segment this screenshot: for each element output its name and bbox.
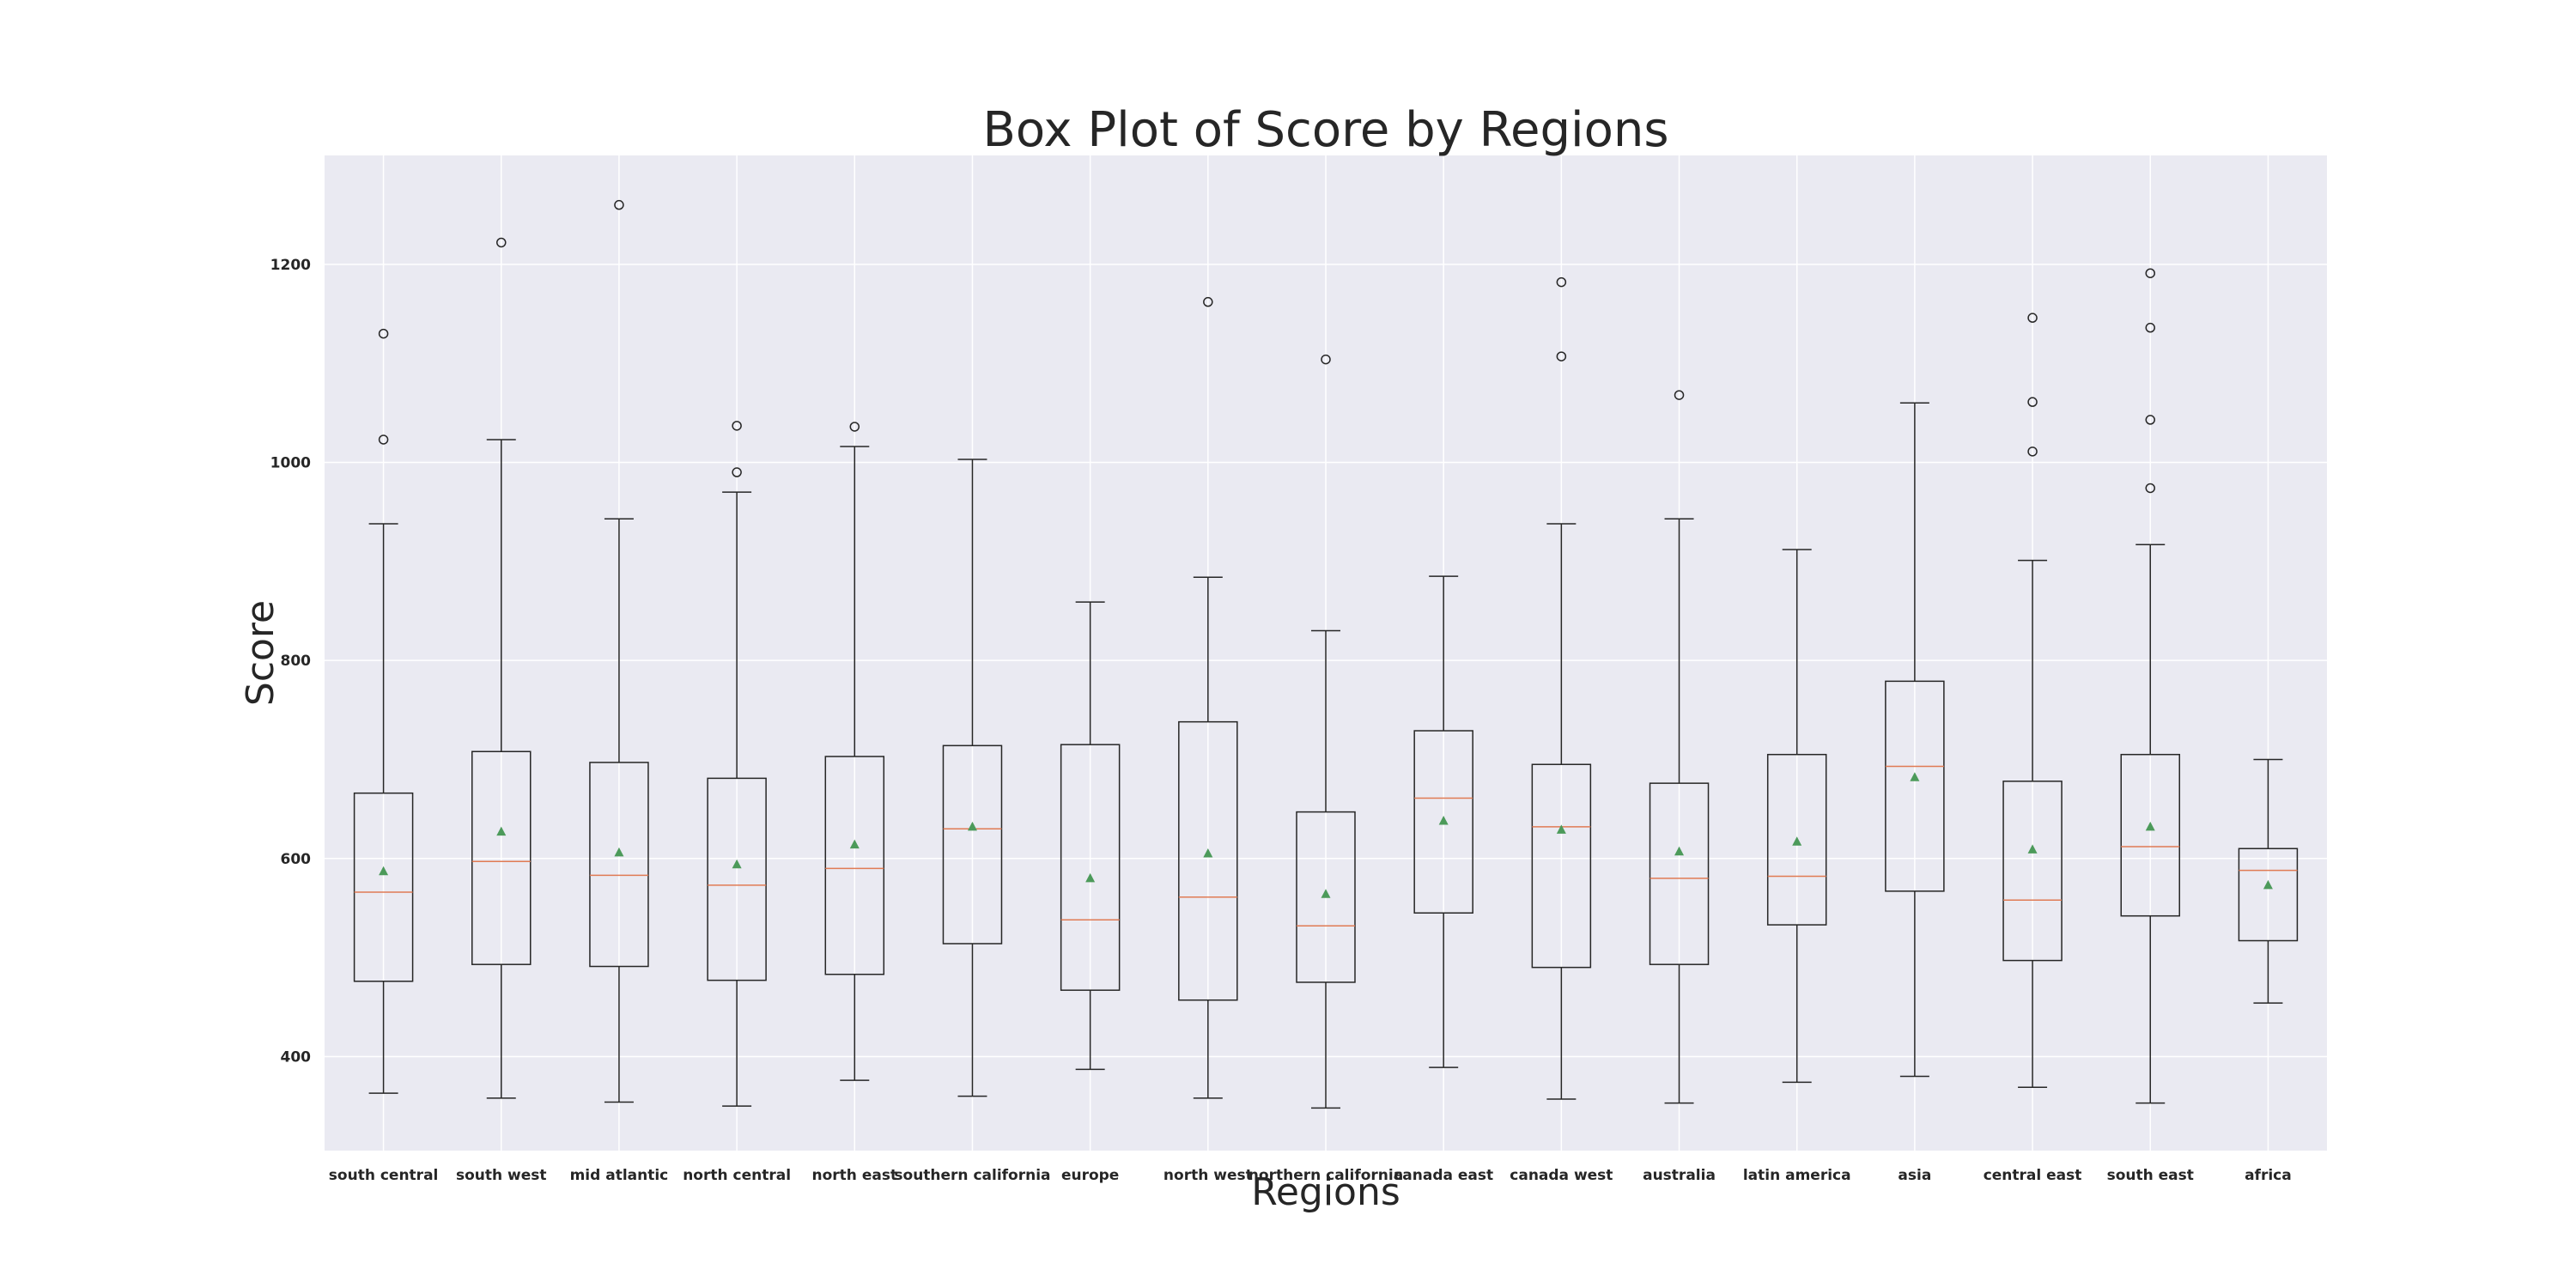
outlier-point: [1556, 276, 1567, 288]
box-iqr: [1885, 680, 1945, 892]
box-group: [707, 421, 767, 1107]
outlier-point: [378, 328, 389, 339]
box-iqr: [1296, 811, 1356, 983]
x-tick-label: north central: [683, 1167, 791, 1184]
box-group: [1178, 296, 1238, 1099]
box-iqr: [2120, 753, 2180, 917]
x-tick-label: south west: [456, 1167, 547, 1184]
x-tick-label: northern california: [1249, 1167, 1403, 1184]
outlier-point: [1556, 351, 1567, 361]
x-tick-label: africa: [2245, 1167, 2292, 1184]
box-iqr: [353, 792, 414, 982]
chart-title: Box Plot of Score by Regions: [982, 102, 1668, 158]
mean-marker: [496, 826, 507, 836]
x-tick-label: southern california: [894, 1167, 1050, 1184]
box-iqr: [942, 744, 1003, 945]
x-tick-label: asia: [1898, 1167, 1931, 1184]
mean-marker: [967, 821, 977, 831]
mean-marker: [1792, 836, 1802, 846]
box-group: [1885, 402, 1945, 1078]
outlier-point: [2027, 313, 2038, 323]
outlier-point: [2145, 483, 2155, 494]
mean-marker: [1203, 848, 1213, 858]
outlier-point: [1674, 390, 1685, 400]
y-axis-label: Score: [239, 600, 283, 706]
mean-marker: [1085, 872, 1096, 883]
mean-marker: [1910, 772, 1920, 781]
box-iqr: [471, 750, 532, 965]
box-group: [1531, 276, 1592, 1100]
box-group: [471, 237, 532, 1099]
y-tick-label: 800: [281, 653, 312, 670]
outlier-point: [849, 422, 860, 432]
outlier-point: [2145, 268, 2155, 278]
x-tick-label: mid atlantic: [570, 1167, 669, 1184]
outlier-point: [614, 199, 624, 210]
outlier-point: [496, 237, 507, 248]
x-tick-label: central east: [1984, 1167, 2082, 1184]
x-tick-label: north west: [1163, 1167, 1253, 1184]
outlier-point: [1203, 296, 1213, 307]
box-group: [589, 199, 649, 1103]
x-tick-label: europe: [1061, 1167, 1119, 1184]
box-iqr: [824, 756, 885, 975]
mean-marker: [2145, 821, 2155, 831]
outlier-point: [378, 434, 389, 445]
x-tick-label: canada east: [1394, 1167, 1493, 1184]
x-tick-label: north east: [812, 1167, 898, 1184]
y-tick-label: 600: [281, 851, 312, 868]
outlier-point: [1321, 354, 1331, 365]
mean-marker: [1321, 889, 1331, 898]
x-tick-labels: south central south west mid atlantic north…: [329, 1167, 2292, 1184]
box-iqr: [2002, 781, 2063, 962]
outlier-point: [2145, 415, 2155, 425]
mean-marker: [2263, 879, 2273, 890]
box-iqr: [2238, 848, 2299, 942]
x-tick-label: south east: [2107, 1167, 2194, 1184]
box-group: [1296, 354, 1356, 1109]
outlier-point: [2027, 397, 2038, 407]
box-iqr: [1178, 720, 1238, 1001]
box-group: [824, 422, 885, 1081]
mean-marker: [1438, 815, 1449, 825]
box-group: [353, 328, 414, 1094]
y-tick-labels: 400 600 800 1000 1200: [270, 257, 311, 1066]
box-group: [2238, 758, 2299, 1004]
mean-marker: [379, 866, 389, 876]
mean-marker: [614, 847, 624, 857]
mean-marker: [1556, 824, 1566, 834]
x-tick-label: south central: [329, 1167, 439, 1184]
y-tick-label: 1200: [270, 257, 311, 274]
box-group: [942, 459, 1003, 1097]
outlier-point: [2027, 447, 2038, 457]
outlier-point: [732, 467, 742, 477]
box-group: [1766, 549, 1827, 1084]
box-iqr: [1531, 763, 1592, 969]
box-iqr: [1060, 744, 1121, 991]
box-iqr: [589, 762, 649, 968]
box-group: [2120, 268, 2180, 1104]
box-iqr: [1413, 730, 1473, 914]
x-tick-label: australia: [1643, 1167, 1716, 1184]
box-group: [1060, 601, 1121, 1071]
x-axis-label: Regions: [1251, 1170, 1400, 1214]
outlier-point: [732, 421, 742, 431]
x-tick-label: canada west: [1510, 1167, 1613, 1184]
mean-marker: [2027, 844, 2038, 854]
x-tick-label: latin america: [1743, 1167, 1851, 1184]
box-iqr: [707, 777, 767, 981]
mean-marker: [1674, 846, 1685, 856]
y-tick-label: 1000: [270, 455, 311, 472]
box-iqr: [1766, 753, 1827, 926]
box-group: [1413, 575, 1473, 1068]
box-group: [1649, 390, 1710, 1104]
mean-marker: [849, 839, 860, 849]
y-tick-label: 400: [281, 1048, 312, 1066]
box-iqr: [1649, 782, 1710, 965]
box-group: [2002, 313, 2063, 1088]
mean-marker: [732, 859, 742, 869]
box-layer: [353, 199, 2299, 1109]
outlier-point: [2145, 322, 2155, 333]
